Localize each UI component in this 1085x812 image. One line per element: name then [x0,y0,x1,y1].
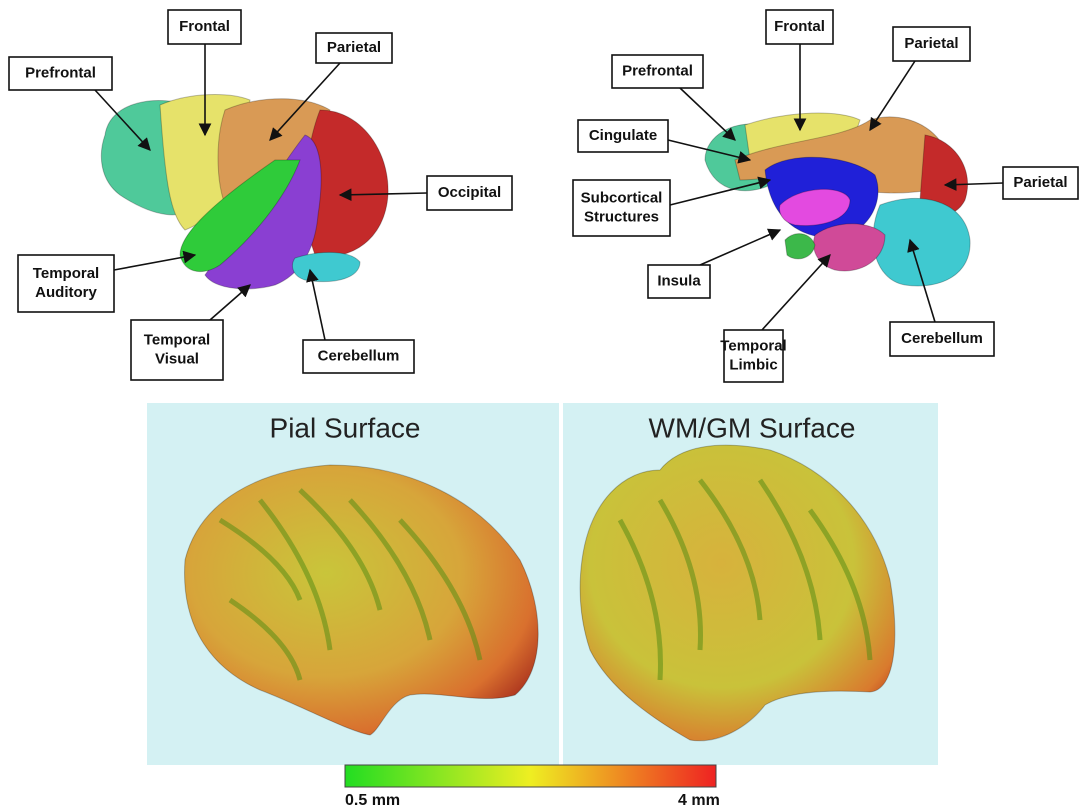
label-text: Parietal [327,39,381,56]
figure: Frontal Parietal Prefrontal Occipital Tempor… [0,0,1085,812]
label-arrow [700,230,780,265]
label-arrow [680,88,735,140]
label-text: Occipital [438,184,501,201]
medial-cerebellum [873,198,970,286]
label-text: Temporal [720,337,786,354]
label-text: Frontal [179,18,230,35]
label-text: Auditory [35,284,97,301]
label-text: Subcortical [581,189,663,206]
label-arrow [670,180,770,205]
colorbar-max-label: 4 mm [678,792,720,809]
panel-title: WM/GM Surface [649,412,856,443]
label-text: Temporal [33,265,99,282]
label-text: Parietal [1013,174,1067,191]
label-text: Prefrontal [25,64,96,81]
label-text: Visual [155,350,199,367]
label-text: Cerebellum [901,330,983,347]
label-text: Prefrontal [622,62,693,79]
colorbar-min-label: 0.5 mm [345,792,400,809]
panel-title: Pial Surface [270,412,421,443]
colorbar [345,765,716,787]
lobe-cerebellum [292,252,360,281]
label-text: Insula [657,272,701,289]
label-text: Limbic [729,356,777,373]
medial-temporal-limbic [814,224,885,271]
label-text: Parietal [904,35,958,52]
label-text: Cerebellum [318,347,400,364]
medial-green [785,234,815,259]
label-text: Cingulate [589,127,657,144]
label-text: Frontal [774,18,825,35]
label-arrow [210,285,250,320]
label-text: Structures [584,208,659,225]
label-arrow [762,255,830,330]
label-text: Temporal [144,331,210,348]
